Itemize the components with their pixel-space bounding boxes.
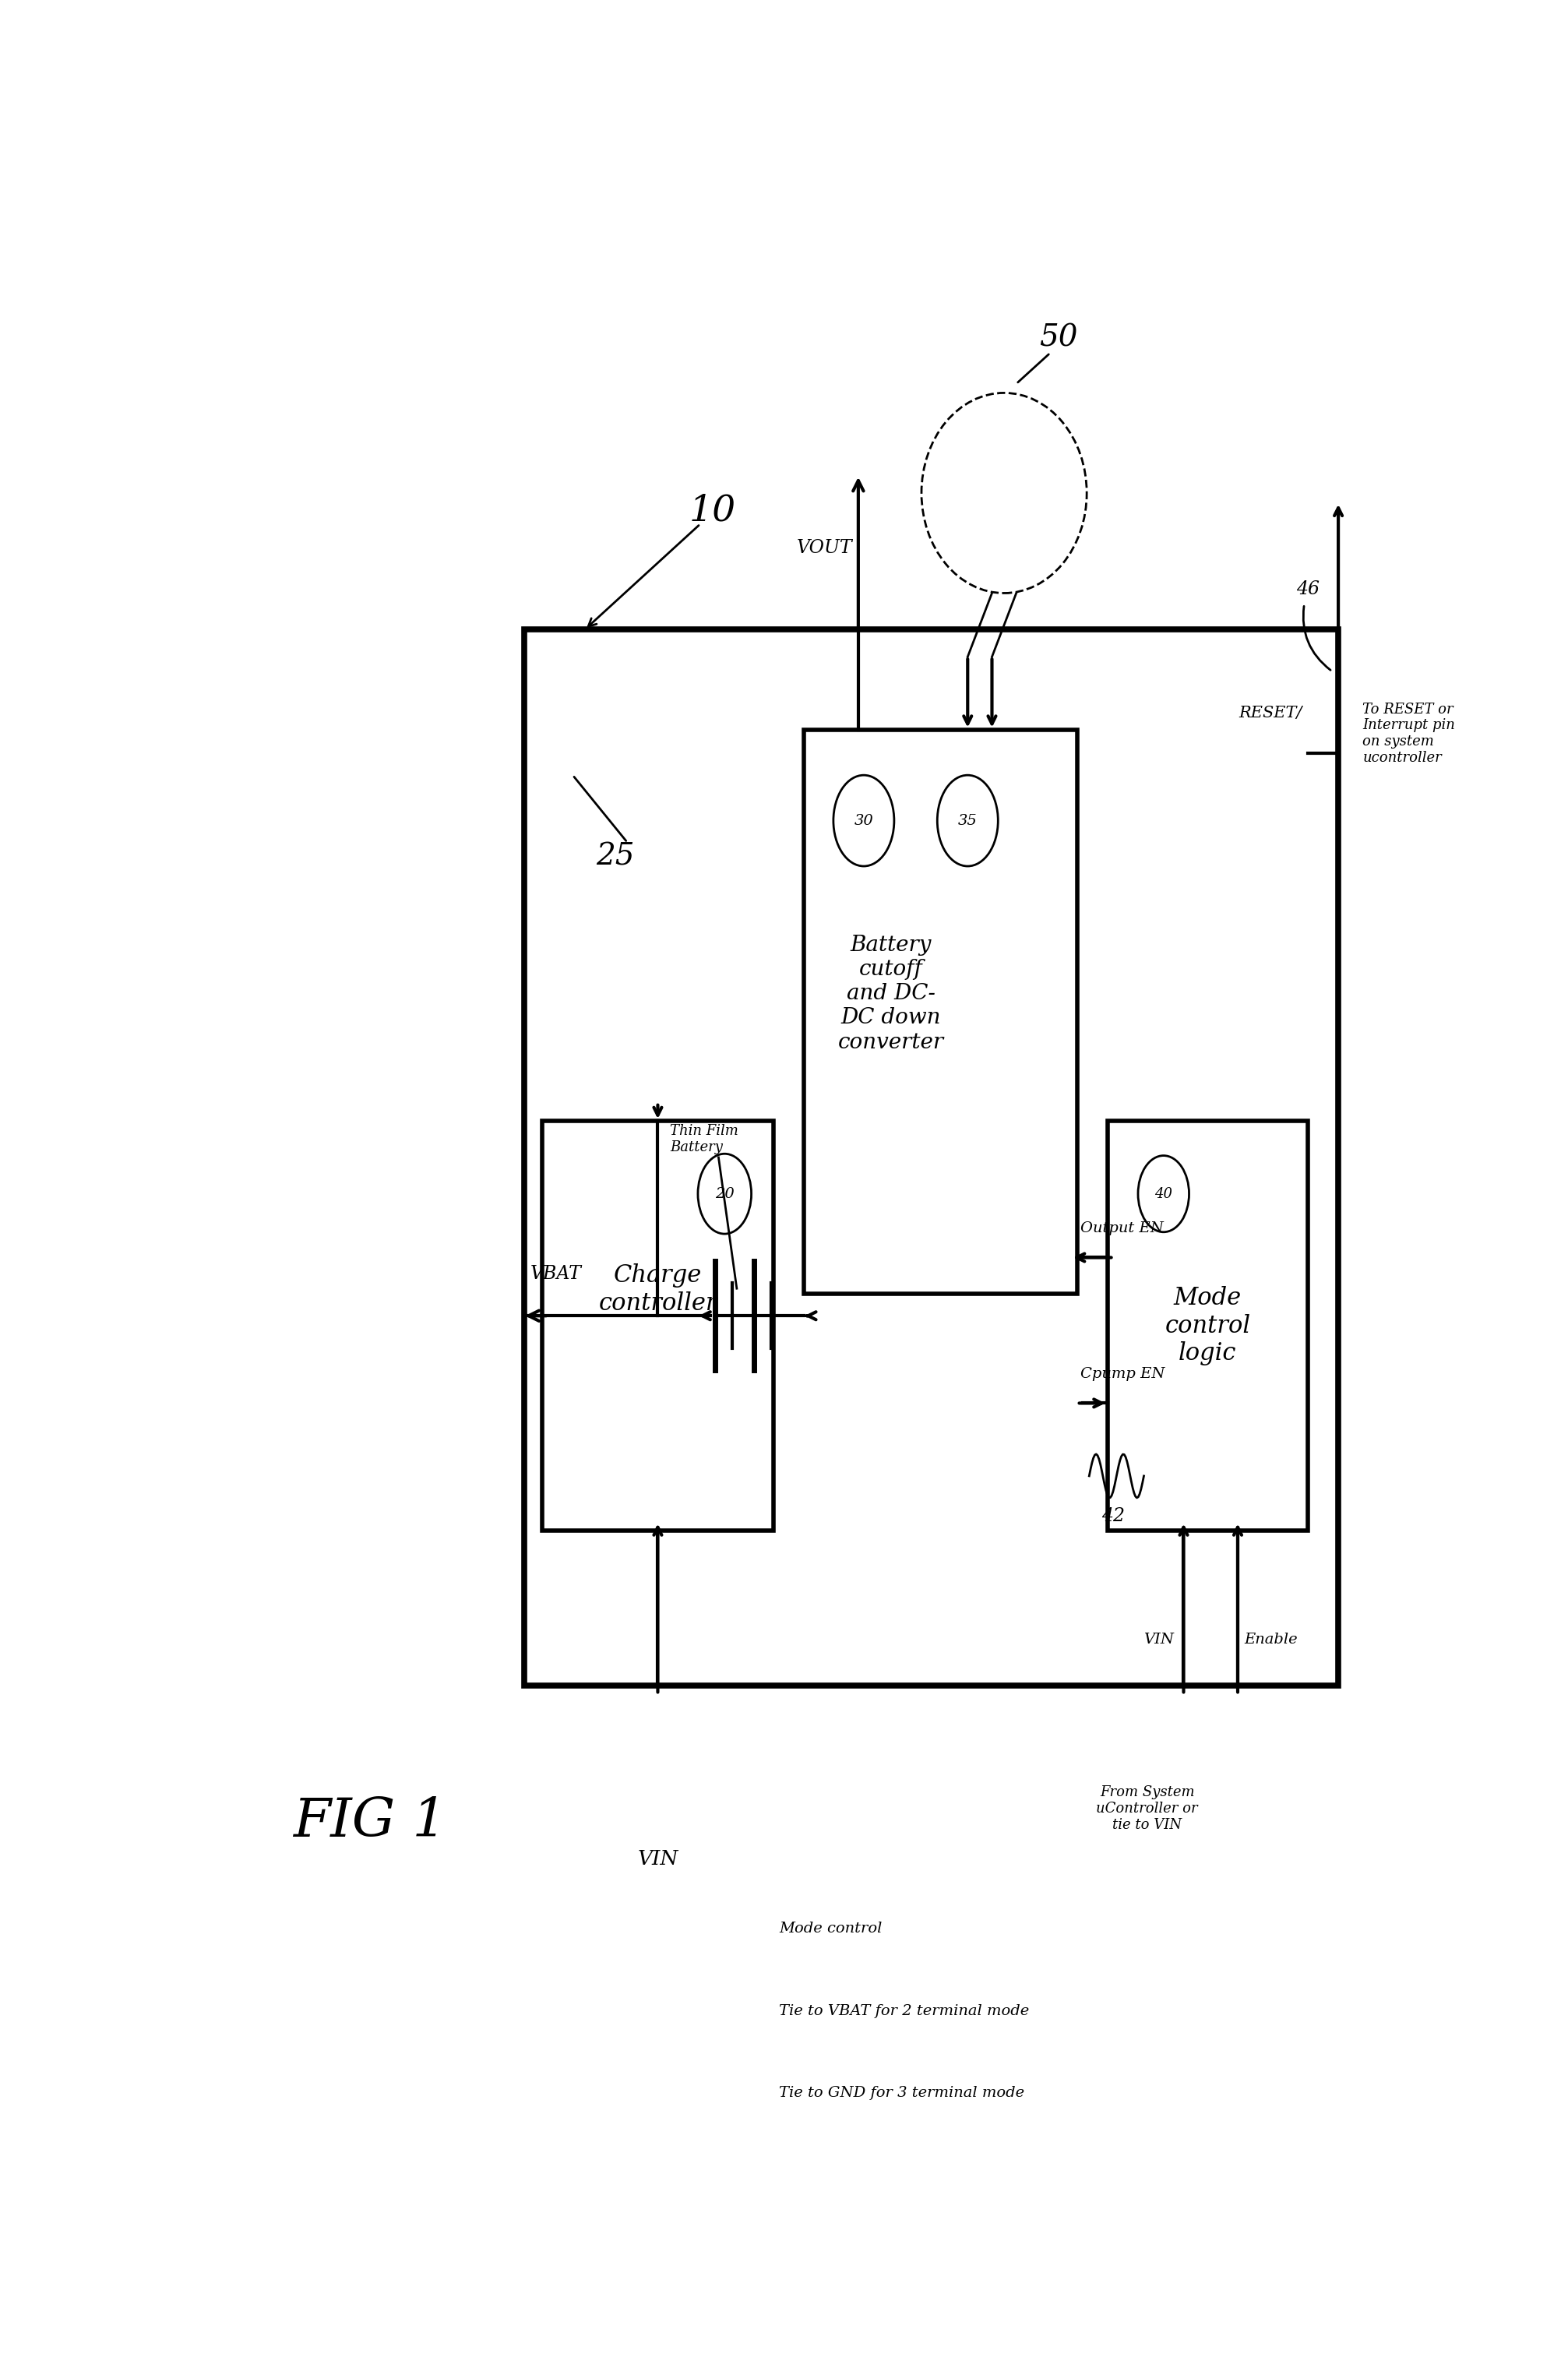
- Text: Mode control: Mode control: [779, 1922, 883, 1936]
- Text: From System
uController or
tie to VIN: From System uController or tie to VIN: [1096, 1785, 1198, 1832]
- Ellipse shape: [922, 392, 1087, 593]
- Text: 42: 42: [1102, 1508, 1126, 1525]
- Bar: [803, 730, 1077, 1293]
- Text: 10: 10: [688, 494, 735, 530]
- Text: 46: 46: [1297, 582, 1320, 598]
- Text: Mode
control
logic: Mode control logic: [1165, 1286, 1251, 1366]
- Text: 50: 50: [1040, 324, 1079, 352]
- Text: VIN: VIN: [1143, 1634, 1174, 1648]
- Bar: [543, 1121, 773, 1530]
- Text: Charge
controller: Charge controller: [599, 1262, 717, 1314]
- Text: Thin Film
Battery: Thin Film Battery: [670, 1125, 739, 1154]
- Text: 35: 35: [958, 813, 977, 827]
- Bar: [1107, 1121, 1308, 1530]
- Text: Output EN: Output EN: [1080, 1222, 1163, 1236]
- Text: To RESET or
Interrupt pin
on system
ucontroller: To RESET or Interrupt pin on system ucon…: [1363, 702, 1455, 766]
- Text: Tie to VBAT for 2 terminal mode: Tie to VBAT for 2 terminal mode: [779, 2005, 1030, 2019]
- Text: 30: 30: [855, 813, 873, 827]
- Text: Output
voltage
select: Output voltage select: [975, 470, 1032, 515]
- Text: 40: 40: [1154, 1187, 1173, 1201]
- Text: Enable: Enable: [1243, 1634, 1297, 1648]
- Text: Battery
cutoff
and DC-
DC down
converter: Battery cutoff and DC- DC down converter: [837, 934, 944, 1052]
- Bar: [524, 629, 1339, 1686]
- Text: FIG 1: FIG 1: [293, 1797, 447, 1849]
- Text: VOUT: VOUT: [797, 539, 853, 556]
- Text: Tie to GND for 3 terminal mode: Tie to GND for 3 terminal mode: [779, 2085, 1025, 2099]
- Text: VBAT: VBAT: [530, 1265, 582, 1284]
- Text: Cpump EN: Cpump EN: [1080, 1366, 1165, 1381]
- Text: 25: 25: [596, 842, 635, 872]
- Text: VIN: VIN: [637, 1849, 679, 1868]
- Text: RESET/: RESET/: [1239, 707, 1301, 721]
- Text: 20: 20: [715, 1187, 734, 1201]
